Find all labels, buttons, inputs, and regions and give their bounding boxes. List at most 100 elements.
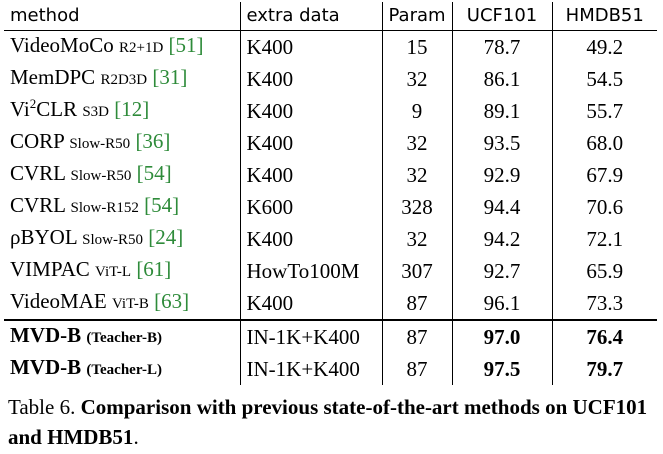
method-name: Vi [10,97,30,121]
table-row: CVRL Slow-R152 [54] K600 328 94.4 70.6 [4,191,657,223]
teacher-variant: (Teacher-L) [86,362,162,378]
backbone: ViT-L [95,264,132,280]
hmdb51-cell: 55.7 [551,95,657,127]
results-table-container: method extra data Param UCF101 HMDB51 Vi… [4,2,657,385]
extra-data-cell: K400 [239,30,382,63]
table-row-ours: MVD-B (Teacher-L) IN-1K+K400 87 97.5 79.… [4,353,657,385]
extra-data-cell: K400 [239,63,382,95]
ucf101-cell: 94.4 [451,191,552,223]
extra-data-cell: IN-1K+K400 [239,319,382,353]
method-cell: VideoMAE ViT-B [63] [4,287,240,320]
hmdb51-cell: 67.9 [551,159,657,191]
table-row: VideoMAE ViT-B [63] K400 87 96.1 73.3 [4,287,657,320]
caption-text: Comparison with previous state-of-the-ar… [8,395,648,449]
param-cell: 328 [381,191,452,223]
method-cell: CORP Slow-R50 [36] [4,127,240,159]
header-hmdb51: HMDB51 [551,2,657,31]
hmdb51-cell: 73.3 [551,287,657,320]
extra-data-cell: K400 [239,287,382,320]
ucf101-cell: 94.2 [451,223,552,255]
hmdb51-cell: 49.2 [551,30,657,63]
hmdb51-cell: 68.0 [551,127,657,159]
superscript: 2 [29,96,37,111]
ucf101-cell: 92.9 [451,159,552,191]
ucf101-cell: 78.7 [451,30,552,63]
param-cell: 9 [381,95,452,127]
citation: [51] [168,33,204,57]
ucf101-cell: 92.7 [451,255,552,287]
table-row: VIMPAC ViT-L [61] HowTo100M 307 92.7 65.… [4,255,657,287]
backbone: Slow-R50 [69,136,131,152]
backbone: Slow-R50 [70,168,132,184]
backbone: Slow-R50 [82,232,143,248]
method-name: CORP [10,129,65,153]
caption-label: Table 6. [8,395,76,419]
ucf101-cell: 93.5 [451,127,552,159]
method-name: VideoMoCo [10,33,114,57]
citation: [36] [135,129,171,153]
method-name: CVRL [10,193,66,217]
hmdb51-cell: 76.4 [551,319,657,353]
param-cell: 32 [381,63,452,95]
backbone: R2D3D [100,72,148,88]
citation: [61] [136,257,172,281]
method-name: MVD-B [10,355,82,379]
method-cell: CVRL Slow-R152 [54] [4,191,240,223]
param-cell: 32 [381,159,452,191]
header-extra-data: extra data [239,2,382,31]
method-cell: ρBYOL Slow-R50 [24] [4,223,240,255]
method-name: VIMPAC [10,257,90,281]
results-table: method extra data Param UCF101 HMDB51 Vi… [4,2,657,385]
table-row: Vi2CLR S3D [12] K400 9 89.1 55.7 [4,95,657,127]
method-cell: MVD-B (Teacher-B) [4,319,240,353]
table-row: CORP Slow-R50 [36] K400 32 93.5 68.0 [4,127,657,159]
method-cell: MVD-B (Teacher-L) [4,353,240,385]
method-name-rest: CLR [36,97,78,121]
table-caption: Table 6. Comparison with previous state-… [8,392,653,452]
table-row: ρBYOL Slow-R50 [24] K400 32 94.2 72.1 [4,223,657,255]
extra-data-cell: K400 [239,95,382,127]
caption-end: . [133,425,139,449]
method-name: CVRL [10,161,66,185]
extra-data-cell: K600 [239,191,382,223]
extra-data-cell: K400 [239,127,382,159]
backbone: R2+1D [119,40,164,56]
hmdb51-cell: 70.6 [551,191,657,223]
hmdb51-cell: 54.5 [551,63,657,95]
backbone: Slow-R152 [70,200,139,216]
ucf101-cell: 97.5 [451,353,552,385]
param-cell: 32 [381,127,452,159]
teacher-variant: (Teacher-B) [86,330,162,346]
table-body: VideoMoCo R2+1D [51] K400 15 78.7 49.2 M… [4,30,657,385]
method-name: MVD-B [10,323,82,347]
extra-data-cell: IN-1K+K400 [239,353,382,385]
table-row: MemDPC R2D3D [31] K400 32 86.1 54.5 [4,63,657,95]
ucf101-cell: 97.0 [451,319,552,353]
method-name: VideoMAE [10,289,107,313]
backbone: S3D [82,104,110,120]
header-param: Param [381,2,452,31]
citation: [12] [114,97,150,121]
header-method: method [4,2,240,31]
extra-data-cell: HowTo100M [239,255,382,287]
param-cell: 32 [381,223,452,255]
citation: [54] [136,161,172,185]
extra-data-cell: K400 [239,159,382,191]
method-cell: CVRL Slow-R50 [54] [4,159,240,191]
param-cell: 87 [381,319,452,353]
method-cell: Vi2CLR S3D [12] [4,95,240,127]
table-row: VideoMoCo R2+1D [51] K400 15 78.7 49.2 [4,30,657,63]
header-ucf101: UCF101 [451,2,552,31]
method-name: MemDPC [10,65,96,89]
method-cell: VIMPAC ViT-L [61] [4,255,240,287]
citation: [63] [154,289,190,313]
citation: [24] [148,225,184,249]
table-row: CVRL Slow-R50 [54] K400 32 92.9 67.9 [4,159,657,191]
backbone: ViT-B [111,296,149,312]
param-cell: 15 [381,30,452,63]
ucf101-cell: 96.1 [451,287,552,320]
param-cell: 87 [381,287,452,320]
hmdb51-cell: 65.9 [551,255,657,287]
table-row-ours: MVD-B (Teacher-B) IN-1K+K400 87 97.0 76.… [4,319,657,353]
hmdb51-cell: 79.7 [551,353,657,385]
